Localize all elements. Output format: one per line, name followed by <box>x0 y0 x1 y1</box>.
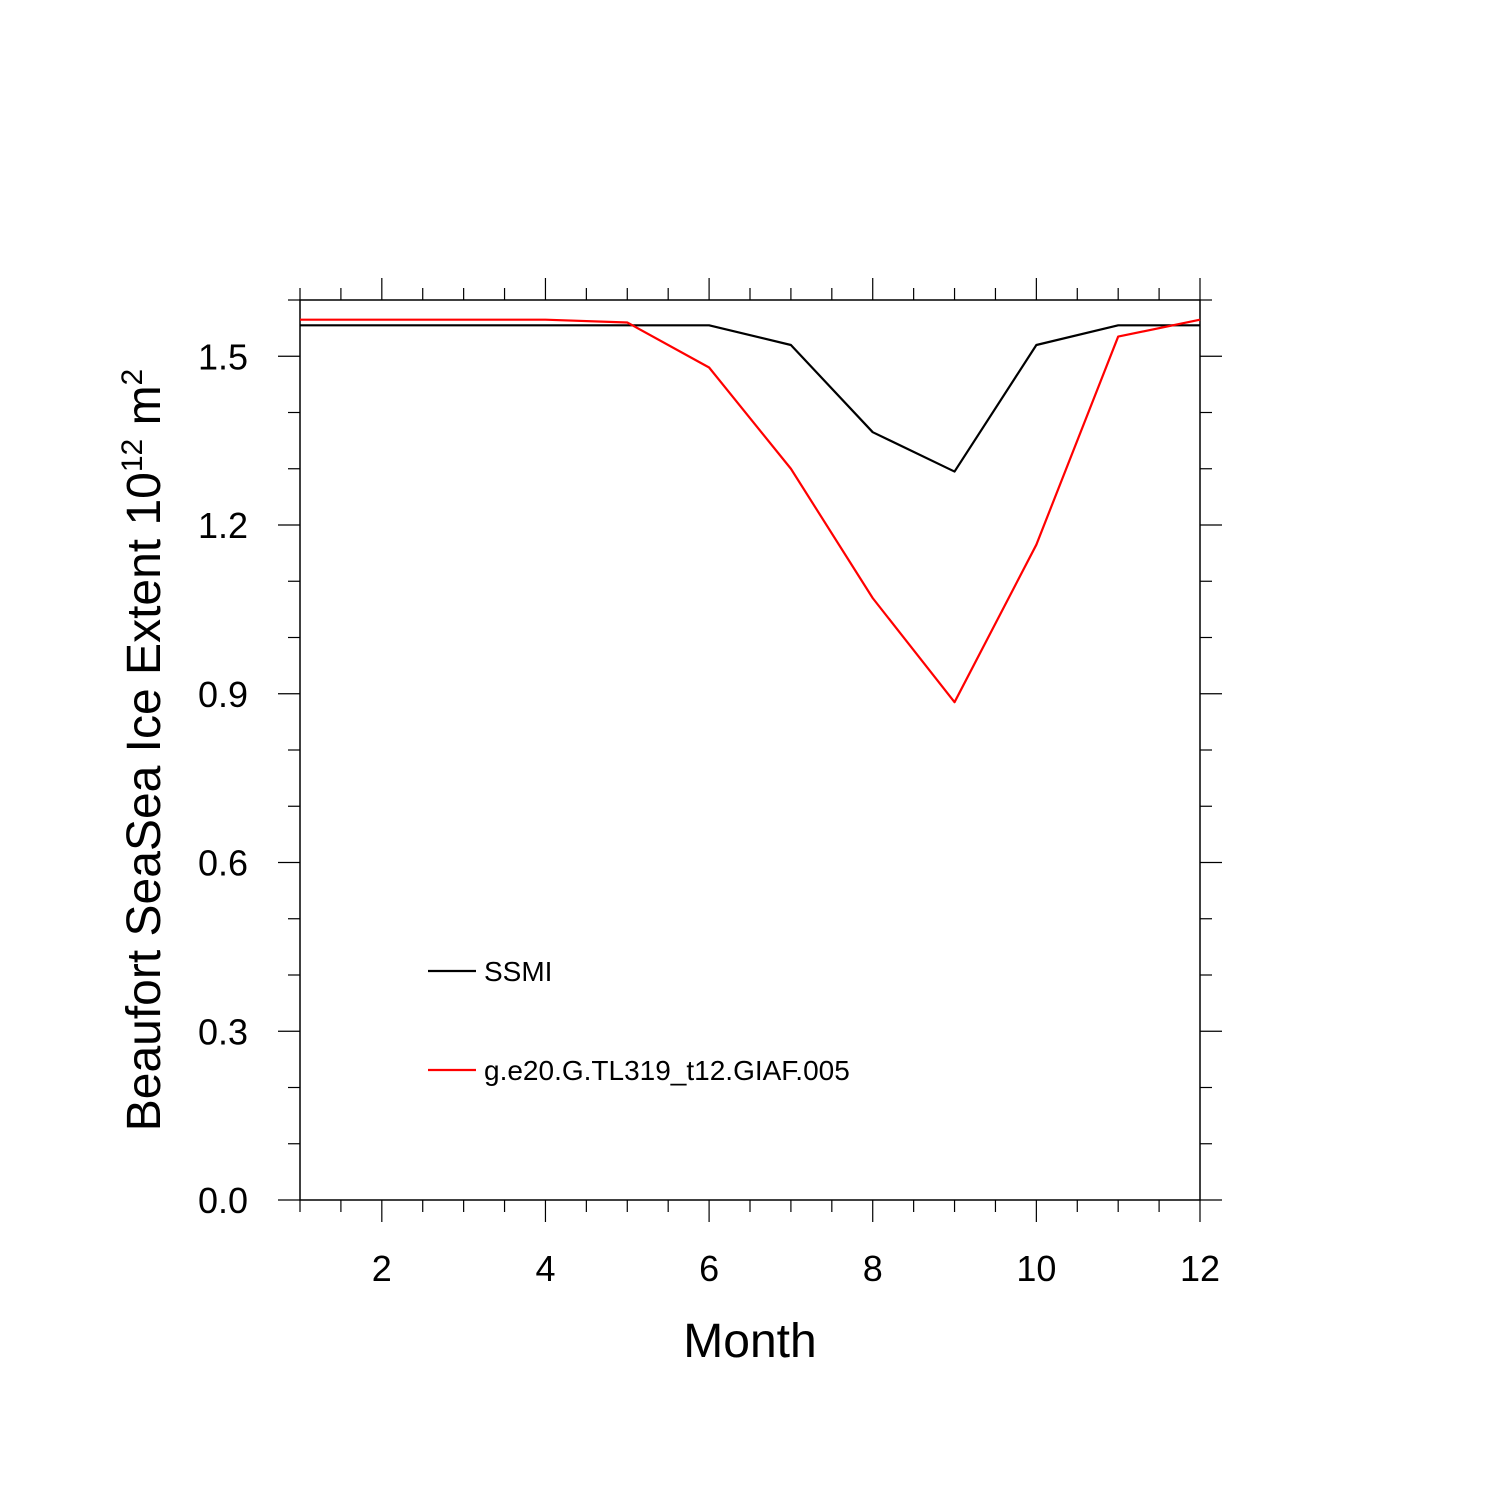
x-tick-label: 2 <box>372 1248 392 1289</box>
y-axis-title: Beaufort SeaSea Ice Extent 1012 m2 <box>116 369 171 1132</box>
x-tick-label: 6 <box>699 1248 719 1289</box>
y-tick-label: 1.2 <box>198 505 248 546</box>
y-tick-label: 0.0 <box>198 1180 248 1221</box>
series-line-2 <box>300 318 1201 704</box>
tick-labels: 2 4 6 8 10 12 0.0 0.3 0.6 0.9 1.2 1.5 <box>198 336 1220 1289</box>
legend-label: SSMI <box>484 956 552 987</box>
y-axis-title-unit: m <box>118 385 171 438</box>
y-tick-label: 0.9 <box>198 674 248 715</box>
axis-ticks <box>278 278 1222 1222</box>
legend-label: g.e20.G.TL319_t12.GIAF.005 <box>484 1055 850 1086</box>
x-tick-label: 12 <box>1180 1248 1220 1289</box>
y-axis-title-sup1: 12 <box>116 439 149 472</box>
x-tick-label: 8 <box>863 1248 883 1289</box>
y-axis-title-text: Beaufort SeaSea Ice Extent 10 <box>118 472 171 1131</box>
y-tick-label: 0.6 <box>198 843 248 884</box>
series-lines <box>300 318 1201 704</box>
x-tick-label: 4 <box>535 1248 555 1289</box>
plot-frame <box>299 299 1201 1201</box>
y-tick-label: 0.3 <box>198 1011 248 1052</box>
legend: SSMI g.e20.G.TL319_t12.GIAF.005 <box>428 956 850 1086</box>
y-tick-label: 1.5 <box>198 336 248 377</box>
x-tick-label: 10 <box>1016 1248 1056 1289</box>
series-line-1 <box>300 324 1200 473</box>
x-axis-title: Month <box>683 1315 816 1368</box>
y-axis-title-sup2: 2 <box>116 369 149 386</box>
